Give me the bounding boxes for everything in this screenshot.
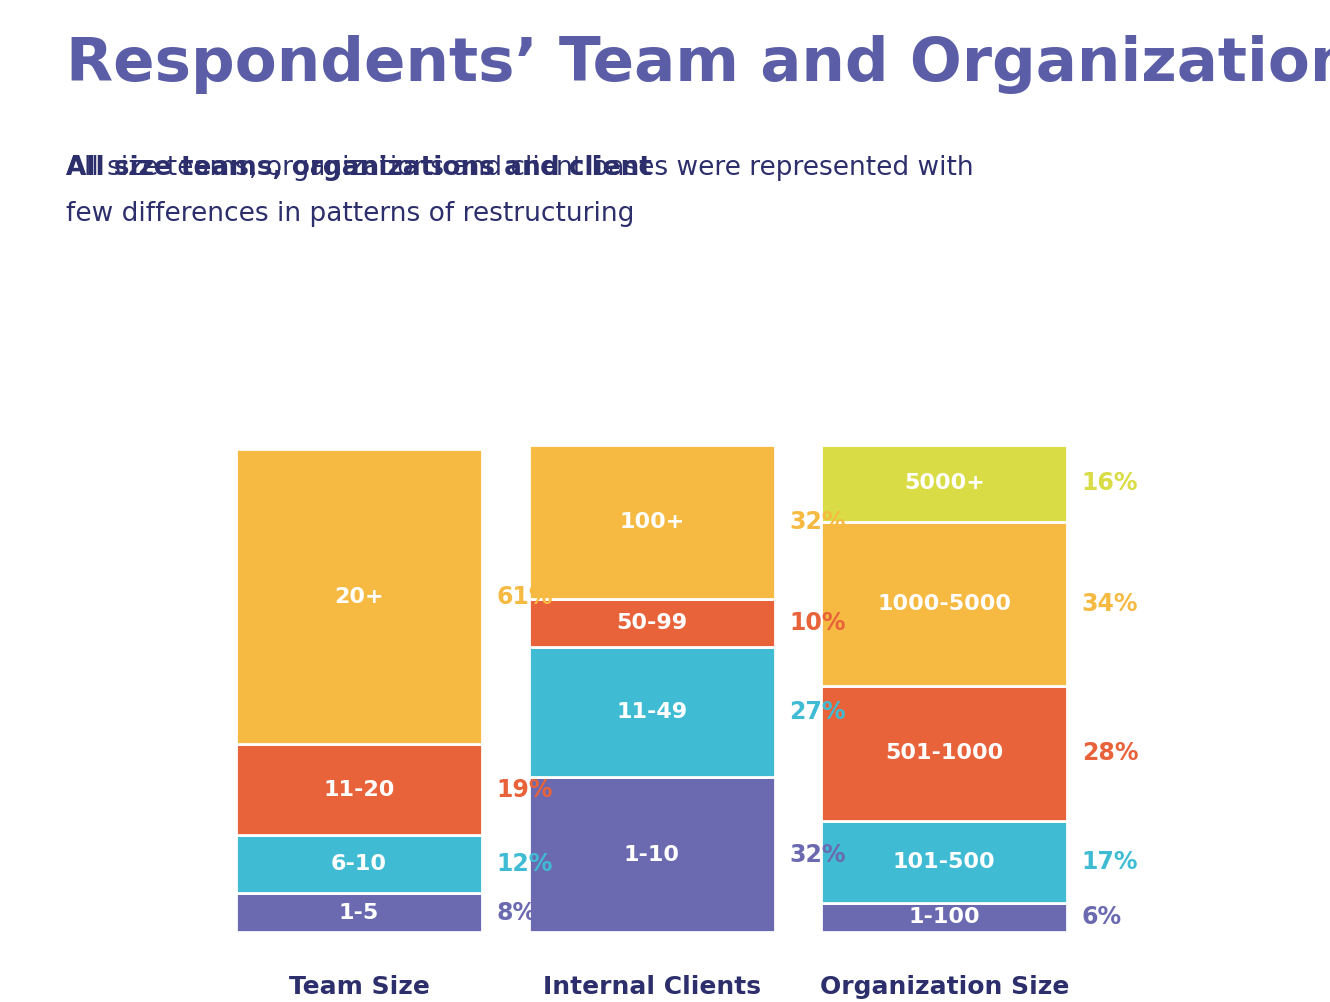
Text: 8%: 8% [496,901,537,925]
Text: All size teams, organizations and client: All size teams, organizations and client [66,155,653,181]
Text: 12%: 12% [496,853,553,877]
Text: 10%: 10% [789,611,846,635]
Text: Team Size: Team Size [289,975,430,999]
Bar [529,647,774,778]
Text: All size teams, organizations and client bases were represented with: All size teams, organizations and client… [66,155,974,181]
Text: 11-49: 11-49 [616,702,688,722]
Bar [529,599,774,647]
Bar [237,743,481,836]
Text: Respondents’ Team and Organization: Respondents’ Team and Organization [66,35,1330,94]
Text: 1000-5000: 1000-5000 [878,594,1011,614]
Bar [822,821,1067,903]
Bar [237,836,481,893]
Text: 19%: 19% [496,778,553,802]
Text: 32%: 32% [789,843,846,867]
Text: 101-500: 101-500 [892,852,996,872]
Text: 100+: 100+ [618,512,685,532]
Text: 6%: 6% [1081,906,1123,930]
Text: 17%: 17% [1081,850,1138,874]
Text: 11-20: 11-20 [323,780,395,800]
Text: few differences in patterns of restructuring: few differences in patterns of restructu… [66,201,634,227]
Text: 20+: 20+ [334,586,384,606]
Text: 16%: 16% [1081,471,1138,495]
Bar [822,903,1067,932]
Text: 1-100: 1-100 [908,908,980,928]
Text: 32%: 32% [789,510,846,534]
Text: 1-5: 1-5 [339,903,379,923]
Text: 27%: 27% [789,700,846,724]
Text: 6-10: 6-10 [331,855,387,875]
Text: 28%: 28% [1081,741,1138,766]
Text: Internal Clients: Internal Clients [543,975,761,999]
Text: 61%: 61% [496,584,553,608]
Text: 34%: 34% [1081,592,1138,616]
Bar [822,522,1067,685]
Text: Organization Size: Organization Size [819,975,1069,999]
Bar [529,445,774,599]
Bar [529,778,774,932]
Text: 1-10: 1-10 [624,845,680,865]
Text: 501-1000: 501-1000 [886,743,1003,764]
Text: 5000+: 5000+ [904,473,984,493]
Bar [237,893,481,932]
Bar [822,685,1067,821]
Bar [822,445,1067,522]
Bar [237,450,481,743]
Text: 50-99: 50-99 [616,613,688,633]
